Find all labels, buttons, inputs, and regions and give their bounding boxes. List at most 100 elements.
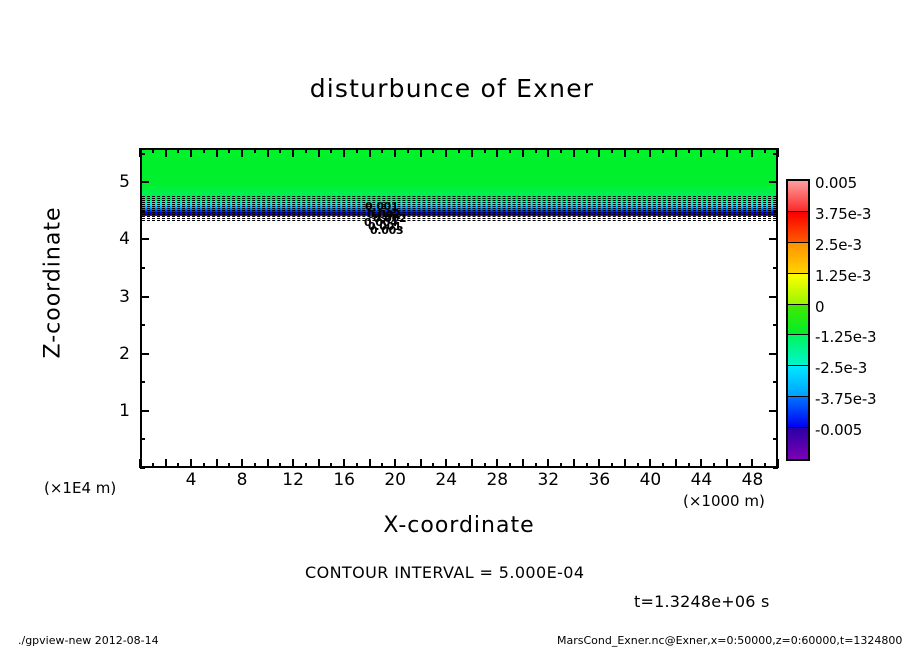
- x-axis-tick: [292, 459, 295, 468]
- contour-value-label: 0.002: [373, 212, 407, 225]
- x-axis-tick: [470, 459, 473, 468]
- contour-value-label: 0.001: [365, 200, 399, 213]
- x-axis-tick: [343, 148, 346, 157]
- x-axis-tick: [483, 148, 486, 153]
- y-axis-tick: [140, 381, 145, 384]
- x-axis-tick: [751, 148, 754, 157]
- y-axis-tick: [140, 209, 145, 212]
- contour-line: [142, 196, 776, 198]
- contour-line: [142, 211, 776, 213]
- x-axis-tick: [381, 463, 384, 468]
- x-axis-tick: [560, 148, 563, 153]
- x-axis-tick-label: 28: [486, 470, 509, 490]
- x-axis-tick: [470, 148, 473, 157]
- contour-value-label: 0.004: [364, 216, 398, 229]
- x-axis-tick: [279, 148, 282, 153]
- contour-line: [142, 206, 776, 208]
- x-axis-tick: [687, 463, 690, 468]
- y-axis-tick: [140, 181, 149, 184]
- x-axis-tick: [674, 459, 677, 468]
- y-axis-tick: [769, 238, 778, 241]
- contour-plot-area[interactable]: 0.001 0.002 0.004 0.003 0.002 0.001: [140, 148, 778, 468]
- contour-interval-note: CONTOUR INTERVAL = 5.000E-04: [305, 563, 585, 582]
- x-axis-tick: [547, 148, 550, 157]
- x-axis-tick: [330, 463, 333, 468]
- contour-line: [142, 219, 776, 221]
- y-axis-tick-label: 3: [119, 286, 130, 307]
- x-axis-tick-label: 4: [185, 470, 197, 490]
- x-axis-tick: [547, 459, 550, 468]
- y-axis-tick: [140, 409, 149, 412]
- footer-source-label: MarsCond_Exner.nc@Exner,x=0:50000,z=0:60…: [557, 634, 903, 647]
- x-axis-tick: [777, 459, 779, 468]
- colorbar-tick-label: 0.005: [815, 174, 857, 192]
- x-axis-tick-label: 24: [435, 470, 458, 490]
- x-axis-tick: [330, 148, 333, 153]
- x-axis-tick: [394, 148, 397, 157]
- x-axis-tick: [292, 148, 295, 157]
- x-axis-tick: [585, 463, 588, 468]
- colorbar-tick-label: 1.25e-3: [815, 266, 872, 285]
- y-axis-tick: [769, 181, 778, 184]
- x-axis-tick: [572, 148, 575, 157]
- x-axis-tick: [458, 463, 460, 468]
- contour-value-label: 0.002: [367, 208, 401, 221]
- x-axis-tick: [521, 459, 524, 468]
- x-axis-tick: [585, 148, 588, 153]
- y-axis-tick: [773, 467, 778, 469]
- x-axis-tick: [445, 148, 448, 157]
- x-axis-tick: [725, 459, 728, 468]
- colorbar-band: [788, 181, 808, 212]
- x-axis-tick: [215, 148, 218, 157]
- x-axis-tick: [496, 148, 499, 157]
- x-axis-tick: [636, 148, 639, 153]
- contour-line: [142, 209, 776, 211]
- colorbar[interactable]: [786, 179, 810, 461]
- x-axis-tick: [228, 463, 231, 468]
- x-axis-tick: [738, 148, 741, 153]
- colorbar-band: [788, 211, 808, 243]
- contour-line: [142, 208, 776, 209]
- contour-value-label: 0.001: [368, 220, 402, 233]
- x-axis-tick: [253, 148, 256, 153]
- x-axis-tick: [636, 463, 639, 468]
- contour-value-label: 0.003: [370, 224, 404, 237]
- x-axis-tick-label: 36: [588, 470, 611, 490]
- x-axis-tick: [572, 459, 575, 468]
- y-axis-tick: [773, 381, 778, 384]
- x-axis-tick: [534, 148, 537, 153]
- colorbar-band: [788, 273, 808, 305]
- x-axis-tick: [496, 459, 499, 468]
- x-axis-tick: [317, 148, 320, 157]
- x-axis-tick: [164, 148, 167, 157]
- contour-line: [142, 202, 776, 204]
- y-axis-tick: [773, 209, 778, 212]
- x-axis-tick: [777, 148, 779, 157]
- y-axis-tick: [140, 152, 145, 155]
- y-axis-tick: [140, 352, 149, 355]
- contour-line: [142, 198, 776, 200]
- y-axis-tick: [773, 438, 778, 441]
- y-axis-tick: [140, 438, 145, 441]
- x-axis-tick: [355, 148, 358, 153]
- colorbar-band: [788, 397, 808, 429]
- colorbar-tick-label: -0.005: [815, 421, 863, 440]
- x-axis-tick: [432, 148, 435, 153]
- x-axis-tick: [343, 459, 346, 468]
- colorbar-tick-label: 3.75e-3: [815, 204, 872, 223]
- y-axis-tick-label: 1: [119, 400, 130, 421]
- x-axis-tick: [406, 148, 409, 153]
- x-axis-tick-label: 20: [384, 470, 407, 490]
- x-axis-tick: [317, 459, 320, 468]
- x-axis-tick: [700, 148, 703, 157]
- x-axis-tick: [139, 148, 141, 157]
- colorbar-tick-label: 2.5e-3: [815, 235, 862, 254]
- y-axis-tick: [769, 352, 778, 355]
- x-axis-tick-label: 40: [639, 470, 662, 490]
- colorbar-band: [788, 335, 808, 367]
- x-axis-tick: [177, 148, 180, 153]
- x-axis-tick: [483, 463, 486, 468]
- x-axis-tick: [368, 459, 371, 468]
- y-axis-tick: [773, 267, 778, 269]
